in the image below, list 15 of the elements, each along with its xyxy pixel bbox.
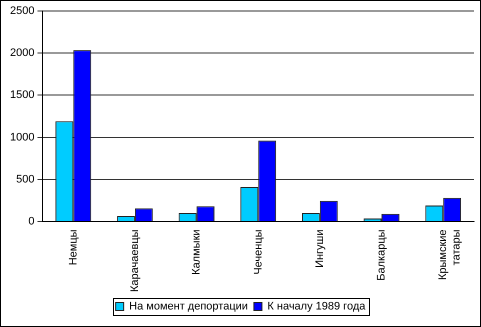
y-tick-label: 2000 (10, 47, 34, 60)
y-tick-label: 1000 (10, 131, 34, 144)
x-tick-label: Калмыки (190, 229, 203, 275)
x-tick-label: Карачаевцы (128, 229, 141, 292)
x-tick-label: Немцы (67, 229, 80, 266)
x-tick-label: Крымские татары (437, 229, 462, 280)
y-tick-label: 1500 (10, 89, 34, 102)
x-tick-label: Чеченцы (252, 229, 264, 275)
legend-label: На момент депортации (129, 300, 248, 313)
x-tick-label: Балкарцы (376, 229, 388, 281)
y-tick-label: 0 (28, 215, 34, 228)
y-tick-label: 2500 (10, 5, 34, 18)
legend-label: К началу 1989 года (267, 300, 366, 313)
y-tick-label: 500 (16, 173, 34, 186)
x-tick-label: Ингуши (314, 229, 326, 268)
